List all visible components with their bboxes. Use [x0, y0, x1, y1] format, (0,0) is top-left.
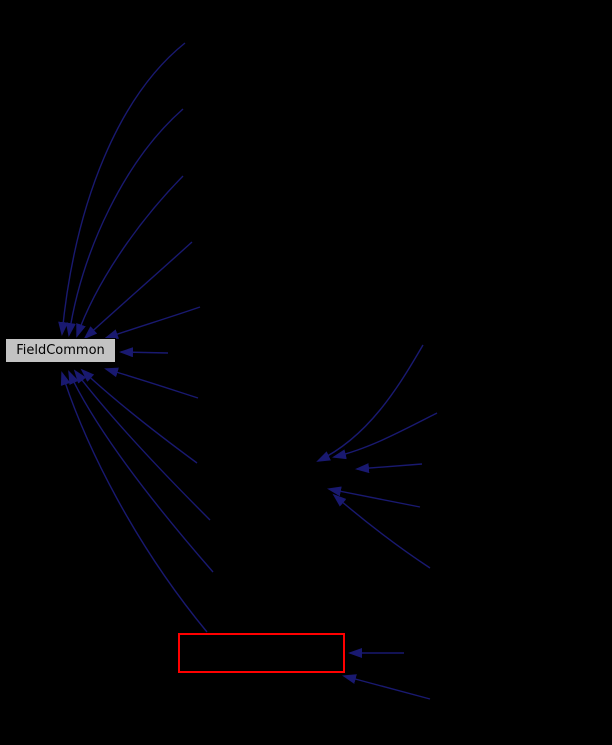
- edge-mid-cluster-2: [332, 412, 438, 460]
- edge-right-horizontal: [119, 347, 169, 358]
- edge-top-fan-3: [76, 175, 184, 338]
- edge-bottom-fan-2: [73, 369, 211, 521]
- node-fieldcommon-label: FieldCommon: [16, 343, 105, 358]
- edge-mid-cluster-5: [332, 493, 431, 569]
- edge-top-fan-1: [58, 42, 186, 336]
- edge-bottom-fan-3: [68, 370, 214, 573]
- edge-bottom-right-corner: [104, 367, 199, 399]
- edge-bottom-fan-1: [80, 368, 198, 464]
- node-highlighted-class[interactable]: [178, 633, 345, 673]
- edge-mid-cluster-1: [316, 344, 424, 462]
- edge-into-highlighted-corner: [342, 674, 431, 700]
- edge-top-fan-2: [65, 108, 184, 337]
- node-fieldcommon[interactable]: FieldCommon: [5, 338, 116, 363]
- edge-mid-cluster-3: [355, 463, 423, 474]
- edge-from-highlighted-class: [60, 371, 208, 633]
- edge-top-right-corner: [104, 306, 201, 339]
- edge-top-fan-4: [83, 241, 193, 340]
- edge-mid-cluster-4: [327, 486, 421, 508]
